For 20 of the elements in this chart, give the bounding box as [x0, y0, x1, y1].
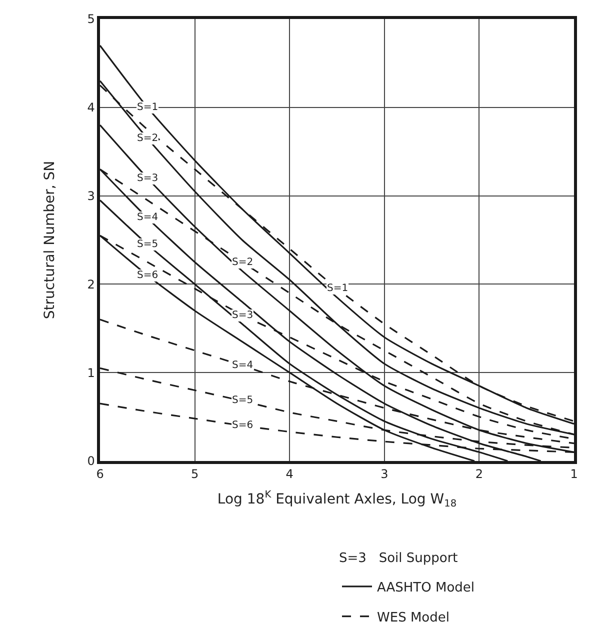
- y-tick-label: 3: [87, 189, 95, 203]
- y-tick-label: 1: [87, 366, 95, 380]
- text: S=3 Soil Support: [339, 551, 458, 566]
- y-tick-label: 0: [87, 454, 95, 468]
- legend-label: WES Model: [377, 610, 450, 626]
- y-tick-label: 4: [87, 100, 95, 115]
- y-tick-label: 5: [87, 12, 95, 26]
- x-tick-label: 1: [570, 467, 578, 482]
- x-tick-label: 4: [286, 467, 294, 482]
- x-tick-label: 5: [190, 467, 199, 482]
- annotation: S=4: [232, 360, 254, 371]
- y-axis-title: Structural Number, SN: [42, 160, 58, 320]
- x-tick-label: 6: [96, 467, 104, 482]
- x-axis-title: Log 18$^{K}$ Equivalent Axles, Log W$_{18}$: [217, 490, 457, 510]
- y-tick-label: 2: [87, 277, 95, 292]
- x-tick-label: 3: [380, 467, 388, 482]
- annotation: S=5: [232, 395, 254, 406]
- x-tick-label: 2: [475, 467, 484, 482]
- legend-label: AASHTO Model: [377, 580, 475, 596]
- annotation: S=6: [232, 420, 254, 431]
